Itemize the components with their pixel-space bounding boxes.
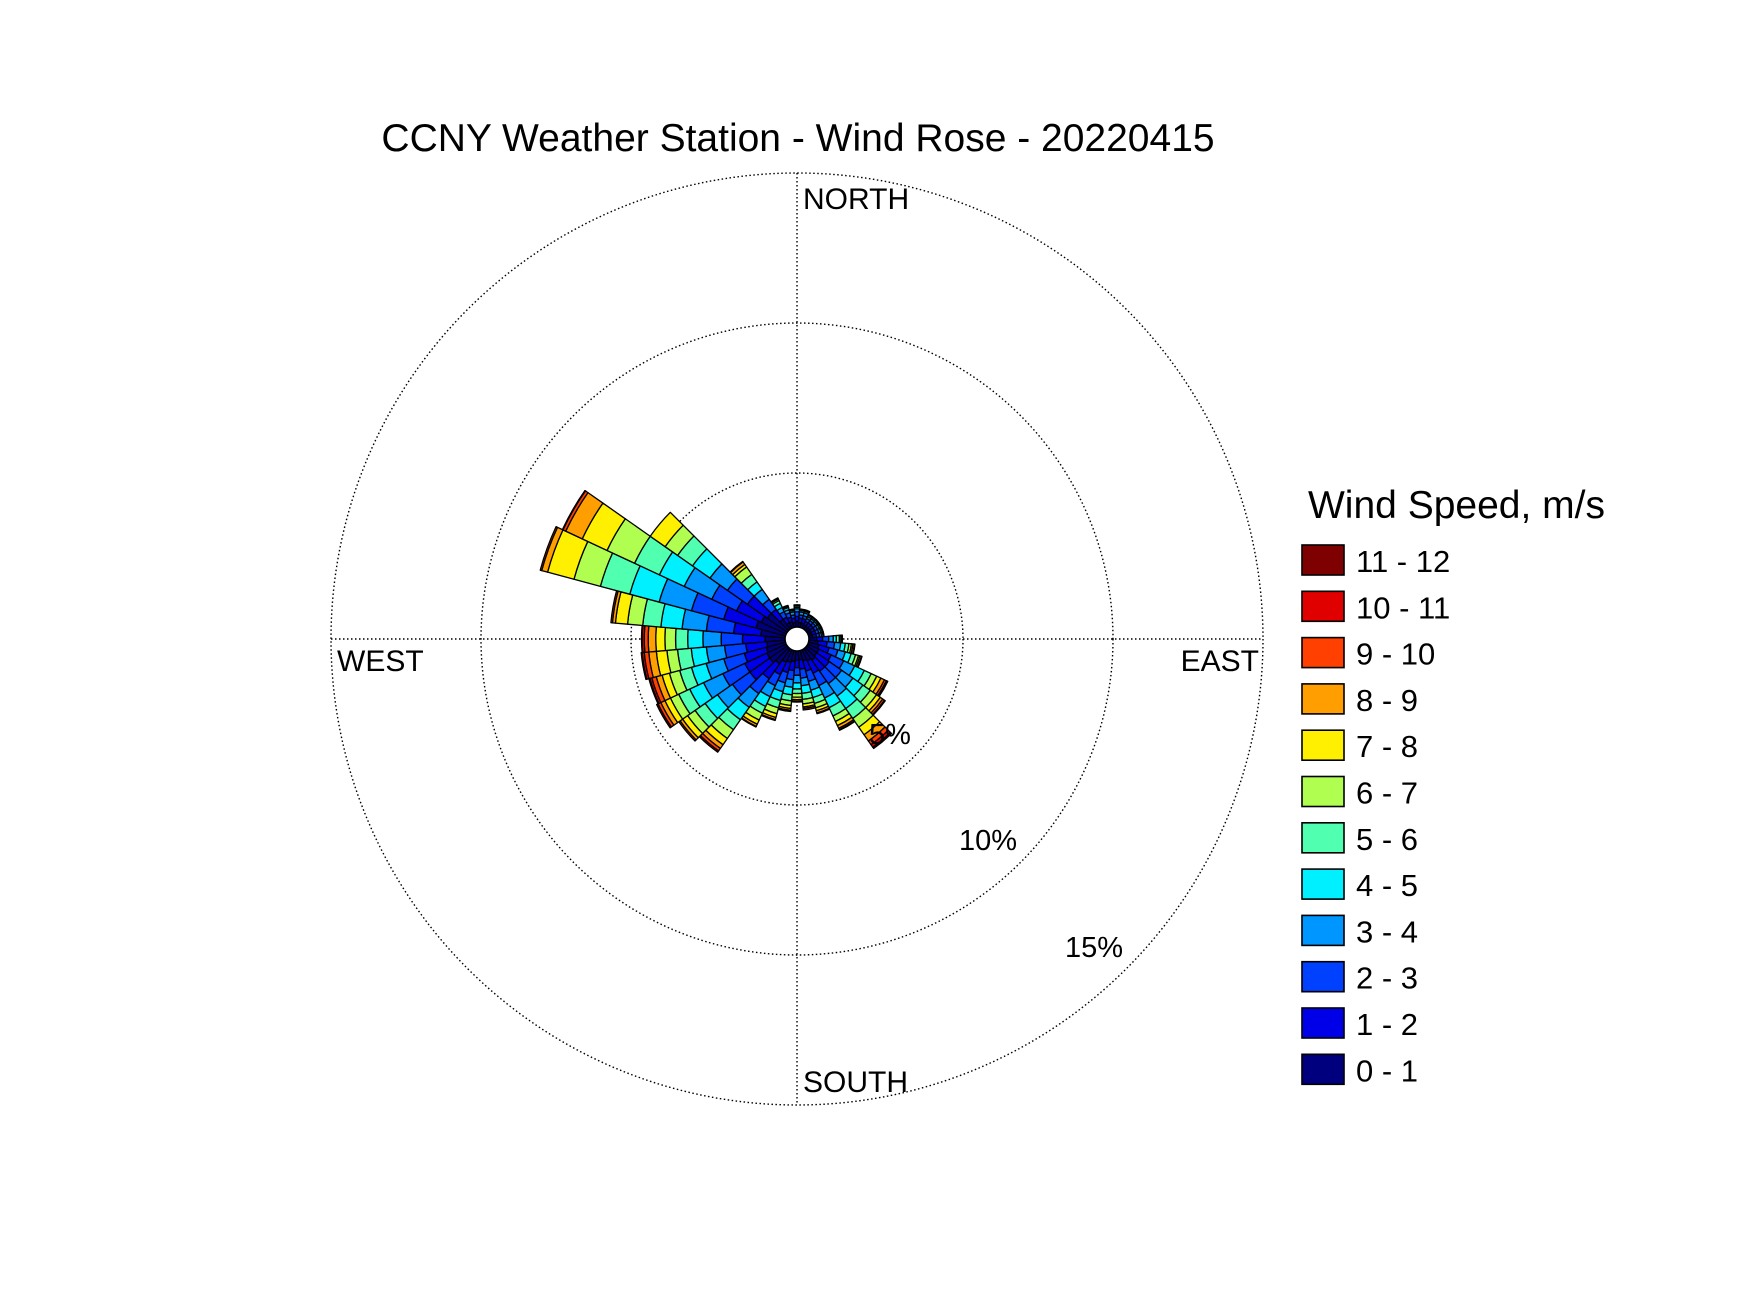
legend-label-1: 10 - 11 — [1356, 590, 1450, 625]
wedge-dir-300-bin-10 — [561, 489, 587, 531]
legend-entries: 11 - 12 10 - 11 9 - 10 8 - 9 7 - 8 6 - 7 5 - 6… — [1301, 544, 1450, 1088]
wedge-dir-180-bin-9 — [790, 700, 804, 703]
legend-swatch-7 — [1301, 868, 1345, 900]
legend-swatch-0 — [1301, 544, 1345, 576]
wedge-dir-330-bin-8 — [770, 597, 779, 603]
wedge-dir-270-bin-4 — [687, 628, 704, 650]
legend-label-6: 5 - 6 — [1356, 822, 1418, 857]
wedge-dir-20-bin-6 — [804, 609, 811, 613]
legend-swatch-3 — [1301, 683, 1345, 715]
radial-tick-label-5: 5% — [869, 719, 911, 751]
legend-swatch-4 — [1301, 729, 1345, 762]
wedge-dir-270-bin-3 — [702, 630, 723, 648]
compass-label-east: EAST — [1181, 645, 1259, 678]
radial-tick-label-15: 15% — [1065, 932, 1123, 964]
wedge-dir-340-bin-6 — [781, 604, 789, 609]
compass-label-west: WEST — [337, 645, 424, 678]
wedge-dir-270-bin-6 — [664, 626, 677, 652]
wedge-dir-240-bin-10 — [655, 703, 673, 729]
legend-swatch-2 — [1301, 636, 1345, 669]
wedge-dir-270-bin-11 — [640, 624, 644, 654]
legend: Wind Speed, m/s 11 - 12 10 - 11 9 - 10 8 - … — [1301, 484, 1605, 1088]
wedge-dir-180-bin-4 — [791, 682, 803, 690]
legend-label-8: 3 - 4 — [1356, 914, 1418, 949]
legend-label-5: 6 - 7 — [1356, 776, 1418, 811]
legend-label-4: 7 - 8 — [1356, 729, 1418, 764]
wind-rose-wedges — [539, 489, 893, 753]
grid-ring-15 — [330, 172, 1264, 1106]
legend-swatch-8 — [1301, 914, 1345, 947]
wedge-dir-310-bin-7 — [649, 511, 684, 548]
wedge-dir-260-bin-11 — [640, 651, 648, 681]
legend-swatch-11 — [1301, 1053, 1345, 1086]
legend-title: Wind Speed, m/s — [1308, 484, 1605, 527]
legend-label-0: 11 - 12 — [1356, 544, 1450, 579]
legend-swatch-10 — [1301, 1007, 1345, 1039]
wedge-dir-150-bin-10 — [838, 720, 856, 731]
wedge-dir-270-bin-5 — [674, 627, 689, 651]
legend-label-2: 9 - 10 — [1356, 637, 1435, 672]
legend-label-9: 2 - 3 — [1356, 961, 1418, 996]
legend-label-7: 4 - 5 — [1356, 868, 1418, 903]
polar-grid — [330, 172, 1264, 1106]
wedge-dir-160-bin-9 — [816, 707, 831, 715]
compass-label-north: NORTH — [803, 183, 909, 216]
wedge-dir-90-bin-8 — [841, 634, 844, 644]
radial-tick-label-10: 10% — [959, 825, 1017, 857]
wedge-dir-270-bin-8 — [647, 625, 657, 653]
wedge-dir-350-bin-6 — [788, 608, 796, 612]
wedge-dir-270-bin-7 — [655, 626, 667, 652]
compass-label-south: SOUTH — [803, 1066, 908, 1099]
wedge-dir-320-bin-9 — [729, 560, 744, 574]
legend-label-3: 8 - 9 — [1356, 683, 1418, 718]
wedge-dir-170-bin-9 — [802, 705, 817, 711]
legend-label-10: 1 - 2 — [1356, 1007, 1418, 1042]
legend-label-11: 0 - 1 — [1356, 1053, 1418, 1088]
legend-swatch-1 — [1301, 590, 1345, 623]
chart-title: CCNY Weather Station - Wind Rose - 20220… — [381, 117, 1214, 160]
legend-swatch-6 — [1301, 821, 1345, 854]
wedge-dir-10-bin-6 — [798, 608, 806, 612]
wedge-dir-290-bin-9 — [539, 526, 559, 572]
grid-ring-10 — [480, 322, 1114, 956]
center-hole — [784, 626, 810, 652]
legend-swatch-5 — [1301, 775, 1345, 808]
legend-swatch-9 — [1301, 960, 1345, 993]
wedge-dir-140-bin-11 — [872, 731, 893, 750]
